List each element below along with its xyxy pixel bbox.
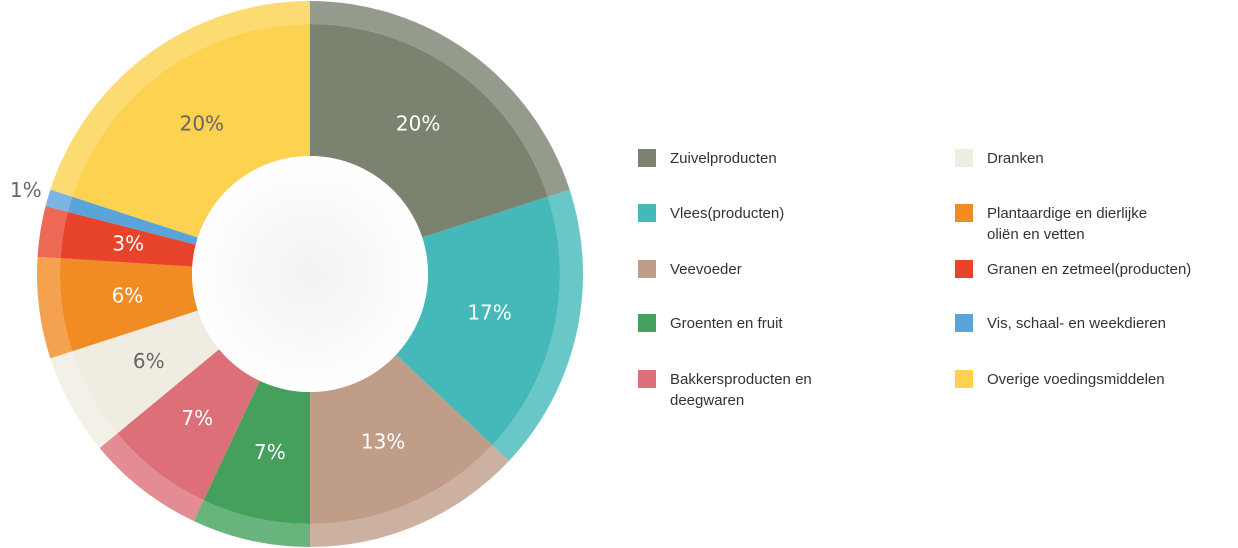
legend-swatch: [955, 370, 973, 388]
slice-rim: [37, 206, 68, 259]
slice-rim: [50, 351, 118, 449]
value-label: 6%: [133, 349, 165, 373]
legend-swatch: [638, 260, 656, 278]
legend-swatch: [955, 204, 973, 222]
slice-rim: [50, 1, 310, 197]
value-label: 6%: [112, 284, 144, 308]
slice: [72, 24, 310, 238]
legend-swatch: [955, 260, 973, 278]
slice: [396, 196, 561, 446]
legend-swatch: [638, 370, 656, 388]
legend-swatch: [638, 314, 656, 332]
legend-item: Zuivelproducten: [638, 148, 878, 169]
value-label: 17%: [467, 301, 511, 325]
legend-label: Vlees(producten): [670, 205, 785, 222]
legend-item: Vis, schaal- en weekdieren: [955, 313, 1238, 334]
legend-item: Groenten en fruit: [638, 313, 878, 334]
chart: 20% 17% 13% 7% 7% 6% 6% 3% 1% 20%: [10, 1, 583, 547]
slice-rim: [37, 256, 73, 359]
legend-item: Granen en zetmeel(producten): [955, 259, 1205, 280]
legend-label: Dranken: [987, 150, 1044, 167]
value-label: 13%: [361, 429, 405, 453]
slice-rim: [310, 445, 510, 547]
legend-item: Veevoeder: [638, 259, 878, 280]
value-label: 1%: [10, 178, 42, 202]
slice-rim: [193, 500, 310, 547]
legend-label: Overige voedingsmiddelen: [987, 371, 1165, 388]
legend-swatch: [955, 314, 973, 332]
legend-label: Vis, schaal- en weekdieren: [987, 315, 1166, 332]
donut-hole: [192, 156, 428, 392]
legend-label: Plantaardige en dierlijke oliën en vette…: [987, 205, 1148, 243]
value-label: 20%: [396, 112, 440, 136]
slice: [310, 354, 493, 524]
legend-label: Veevoeder: [670, 261, 742, 278]
slice: [67, 196, 198, 245]
slice: [72, 310, 220, 434]
legend-label: Granen en zetmeel(producten): [987, 261, 1192, 278]
legend-item: Overige voedingsmiddelen: [955, 369, 1238, 390]
value-label: 20%: [180, 112, 224, 136]
slice-rim: [310, 1, 570, 197]
slice: [203, 380, 310, 524]
legend-item: Vlees(producten): [638, 203, 878, 224]
slice: [60, 258, 198, 352]
slice: [60, 211, 196, 267]
value-label: 7%: [254, 440, 286, 464]
legend-label: Groenten en fruit: [670, 315, 783, 332]
value-label: 3%: [112, 232, 144, 256]
slice-rim: [492, 189, 583, 461]
legend-swatch: [638, 204, 656, 222]
legend-item: Plantaardige en dierlijke oliën en vette…: [955, 203, 1165, 245]
slice: [117, 349, 260, 501]
slice: [310, 24, 548, 238]
legend-label: Bakkersproducten en deegwaren: [670, 371, 812, 409]
legend-swatch: [955, 149, 973, 167]
slice-rim: [45, 189, 73, 212]
legend-label: Zuivelproducten: [670, 150, 777, 167]
slice-rim: [99, 433, 204, 522]
legend-swatch: [638, 149, 656, 167]
legend-item: Dranken: [955, 148, 1238, 169]
legend-item: Bakkersproducten en deegwaren: [638, 369, 878, 411]
value-label: 7%: [181, 406, 213, 430]
